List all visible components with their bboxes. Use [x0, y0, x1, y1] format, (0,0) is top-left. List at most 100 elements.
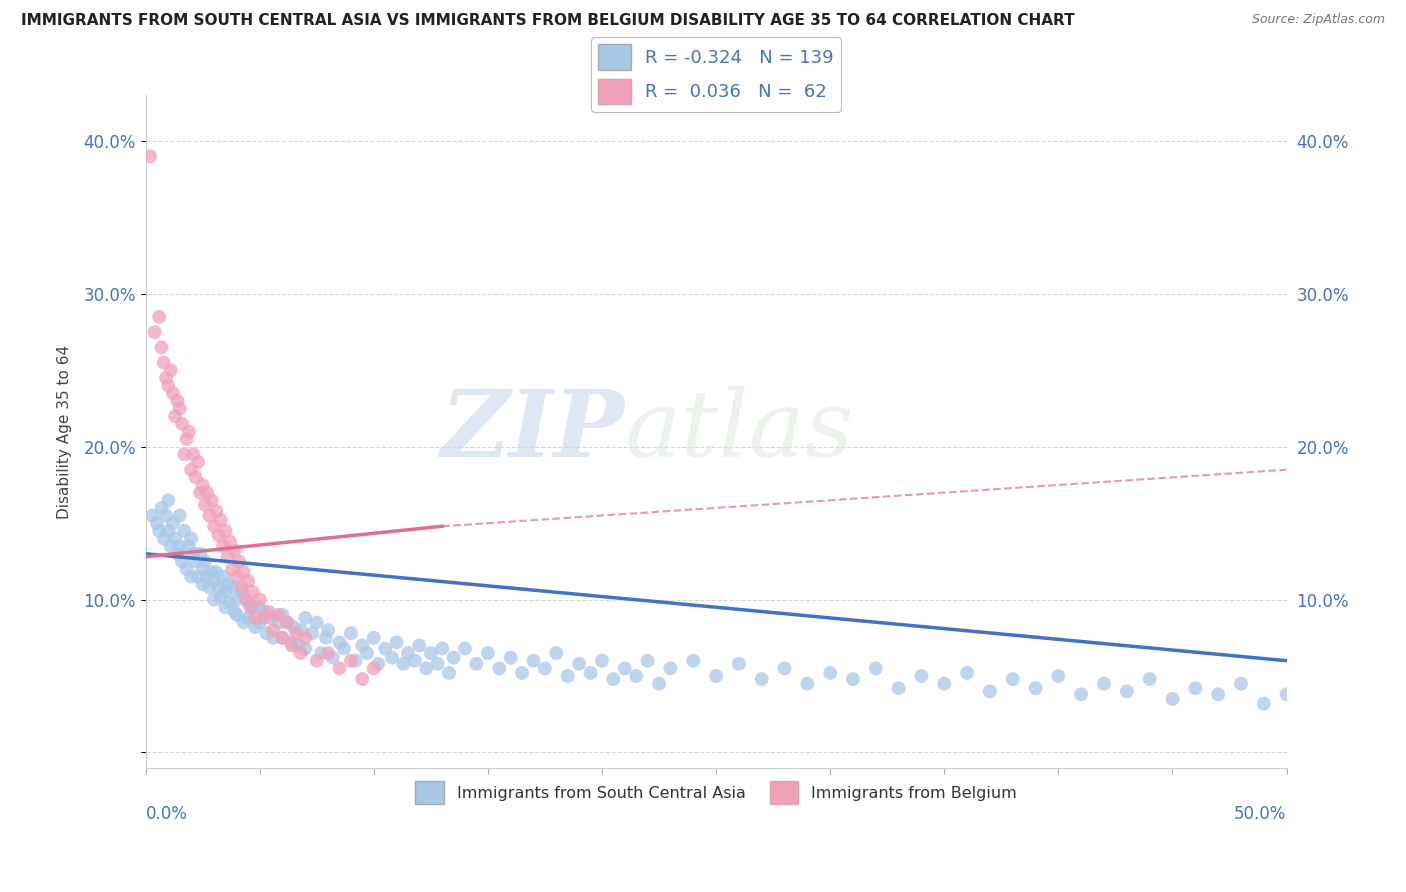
- Point: [170, 554, 193, 568]
- Y-axis label: Disability Age 35 to 64: Disability Age 35 to 64: [58, 344, 72, 518]
- Point: [184, 470, 207, 484]
- Point: [180, 532, 202, 546]
- Point: [385, 635, 408, 649]
- Text: IMMIGRANTS FROM SOUTH CENTRAL ASIA VS IMMIGRANTS FROM BELGIUM DISABILITY AGE 35 : IMMIGRANTS FROM SOUTH CENTRAL ASIA VS IM…: [21, 13, 1074, 29]
- Point: [157, 378, 180, 392]
- Point: [146, 516, 169, 531]
- Point: [934, 676, 956, 690]
- Point: [415, 661, 437, 675]
- Point: [271, 631, 294, 645]
- Point: [198, 580, 221, 594]
- Point: [704, 669, 727, 683]
- Point: [148, 524, 170, 538]
- Point: [294, 631, 316, 645]
- Point: [242, 600, 264, 615]
- Point: [219, 534, 242, 549]
- Point: [194, 554, 217, 568]
- Point: [1253, 697, 1275, 711]
- Point: [280, 639, 302, 653]
- Point: [648, 676, 671, 690]
- Point: [205, 565, 228, 579]
- Point: [201, 565, 224, 579]
- Point: [437, 665, 460, 680]
- Point: [262, 631, 284, 645]
- Text: 0.0%: 0.0%: [145, 805, 187, 822]
- Point: [956, 665, 979, 680]
- Point: [188, 547, 211, 561]
- Point: [309, 646, 332, 660]
- Point: [276, 615, 298, 630]
- Point: [207, 528, 229, 542]
- Point: [1139, 672, 1161, 686]
- Point: [1025, 681, 1047, 696]
- Point: [202, 519, 225, 533]
- Point: [188, 485, 211, 500]
- Point: [169, 508, 191, 523]
- Point: [238, 574, 260, 589]
- Point: [488, 661, 510, 675]
- Point: [170, 417, 193, 431]
- Point: [195, 485, 218, 500]
- Point: [253, 611, 276, 625]
- Point: [242, 585, 264, 599]
- Point: [209, 590, 232, 604]
- Point: [232, 565, 254, 579]
- Point: [432, 641, 454, 656]
- Point: [290, 646, 312, 660]
- Point: [150, 341, 173, 355]
- Point: [682, 654, 704, 668]
- Point: [143, 325, 166, 339]
- Point: [207, 580, 229, 594]
- Point: [510, 665, 533, 680]
- Point: [315, 631, 337, 645]
- Point: [191, 478, 214, 492]
- Point: [333, 641, 356, 656]
- Point: [591, 654, 613, 668]
- Point: [979, 684, 1001, 698]
- Point: [214, 524, 236, 538]
- Text: atlas: atlas: [624, 386, 855, 476]
- Point: [352, 672, 374, 686]
- Point: [396, 646, 419, 660]
- Point: [499, 650, 522, 665]
- Point: [177, 425, 200, 439]
- Point: [1001, 672, 1024, 686]
- Point: [1230, 676, 1253, 690]
- Point: [579, 665, 602, 680]
- Point: [177, 539, 200, 553]
- Point: [283, 620, 305, 634]
- Point: [155, 371, 177, 385]
- Point: [613, 661, 636, 675]
- Point: [239, 600, 262, 615]
- Point: [256, 626, 278, 640]
- Point: [176, 562, 198, 576]
- Point: [426, 657, 449, 671]
- Point: [340, 654, 363, 668]
- Point: [568, 657, 591, 671]
- Point: [340, 626, 363, 640]
- Point: [408, 639, 430, 653]
- Point: [557, 669, 579, 683]
- Legend: Immigrants from South Central Asia, Immigrants from Belgium: Immigrants from South Central Asia, Immi…: [409, 775, 1024, 810]
- Point: [155, 508, 177, 523]
- Point: [249, 600, 271, 615]
- Point: [290, 623, 312, 637]
- Point: [209, 513, 232, 527]
- Point: [363, 661, 385, 675]
- Point: [184, 554, 207, 568]
- Point: [205, 504, 228, 518]
- Point: [159, 363, 181, 377]
- Point: [202, 574, 225, 589]
- Point: [602, 672, 624, 686]
- Point: [224, 543, 246, 558]
- Point: [796, 676, 818, 690]
- Point: [217, 549, 239, 564]
- Point: [173, 524, 195, 538]
- Text: 50.0%: 50.0%: [1234, 805, 1286, 822]
- Point: [1206, 687, 1229, 701]
- Point: [1184, 681, 1206, 696]
- Point: [221, 580, 243, 594]
- Point: [159, 539, 181, 553]
- Point: [148, 310, 170, 324]
- Point: [141, 508, 163, 523]
